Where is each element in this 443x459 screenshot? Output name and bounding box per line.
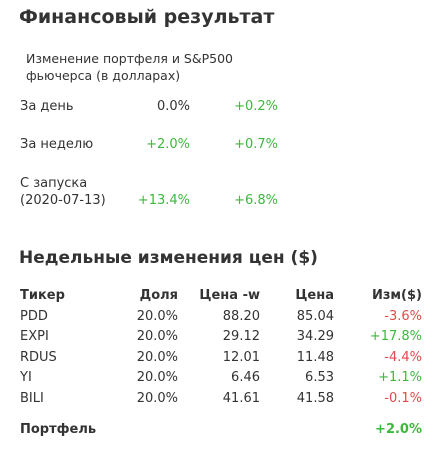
subtitle-line-2: фьючерса (в долларах)	[26, 68, 181, 83]
table-row: PDD 20.0% 88.20 85.04 -3.6%	[20, 306, 422, 327]
portfolio-total-change: +2.0%	[375, 422, 422, 437]
table-row: YI 20.0% 6.46 6.53 +1.1%	[20, 368, 422, 389]
price-cell: 41.58	[296, 390, 334, 406]
empty-cell	[260, 409, 334, 445]
table-row: EXPI 20.0% 29.12 34.29 +17.8%	[20, 327, 422, 348]
share-cell: 20.0%	[136, 308, 178, 324]
summary-portfolio-value: +2.0%	[146, 137, 190, 152]
summary-portfolio-value: 0.0%	[156, 99, 190, 114]
price-week-ago-cell: 29.12	[222, 329, 260, 345]
header-share: Доля	[139, 287, 178, 303]
price-week-ago-cell: 12.01	[222, 349, 260, 365]
summary-label: За день	[20, 99, 74, 114]
header-ticker: Тикер	[20, 287, 65, 303]
share-cell: 20.0%	[136, 329, 178, 345]
summary-row-since-launch: С запуска (2020-07-13) +13.4% +6.8%	[20, 175, 300, 215]
change-cell: +1.1%	[378, 370, 422, 386]
price-cell: 6.53	[305, 370, 334, 386]
summary-sp500-value: +6.8%	[234, 193, 278, 208]
summary-label: За неделю	[20, 137, 94, 152]
page-title: Финансовый результат	[19, 6, 275, 28]
portfolio-total-row: Портфель +2.0%	[20, 409, 422, 445]
header-price: Цена	[295, 287, 334, 303]
weekly-changes-title: Недельные изменения цен ($)	[19, 248, 318, 268]
table-header-row: Тикер Доля Цена -w Цена Изм($)	[20, 284, 422, 306]
header-change: Изм($)	[372, 287, 422, 303]
summary-row-week: За неделю +2.0% +0.7%	[20, 136, 300, 156]
change-cell: -3.6%	[384, 308, 422, 324]
summary-subtitle: Изменение портфеля и S&P500 фьючерса (в …	[26, 50, 233, 84]
ticker-cell: PDD	[20, 308, 48, 324]
summary-label-date: (2020-07-13)	[20, 193, 106, 208]
ticker-cell: BILI	[20, 390, 44, 406]
price-cell: 85.04	[296, 308, 334, 324]
summary-row-day: За день 0.0% +0.2%	[20, 98, 300, 118]
price-cell: 11.48	[296, 349, 334, 365]
change-cell: +17.8%	[369, 329, 422, 345]
change-cell: -0.1%	[384, 390, 422, 406]
portfolio-total-label: Портфель	[20, 422, 97, 437]
summary-portfolio-value: +13.4%	[137, 193, 190, 208]
share-cell: 20.0%	[136, 390, 178, 406]
share-cell: 20.0%	[136, 349, 178, 365]
price-cell: 34.29	[296, 329, 334, 345]
subtitle-line-1: Изменение портфеля и S&P500	[26, 51, 234, 66]
empty-cell	[178, 409, 260, 445]
ticker-cell: RDUS	[20, 349, 57, 365]
table-row: RDUS 20.0% 12.01 11.48 -4.4%	[20, 347, 422, 368]
summary-label: С запуска	[20, 176, 88, 191]
ticker-cell: YI	[20, 370, 32, 386]
price-week-ago-cell: 41.61	[222, 390, 260, 406]
summary-sp500-value: +0.2%	[234, 99, 278, 114]
ticker-cell: EXPI	[20, 329, 49, 345]
weekly-changes-table: Тикер Доля Цена -w Цена Изм($) PDD 20.0%…	[20, 284, 422, 445]
table-row: BILI 20.0% 41.61 41.58 -0.1%	[20, 388, 422, 409]
price-week-ago-cell: 6.46	[231, 370, 260, 386]
change-cell: -4.4%	[384, 349, 422, 365]
summary-sp500-value: +0.7%	[234, 137, 278, 152]
share-cell: 20.0%	[136, 370, 178, 386]
header-price-week-ago: Цена -w	[199, 287, 260, 303]
price-week-ago-cell: 88.20	[222, 308, 260, 324]
